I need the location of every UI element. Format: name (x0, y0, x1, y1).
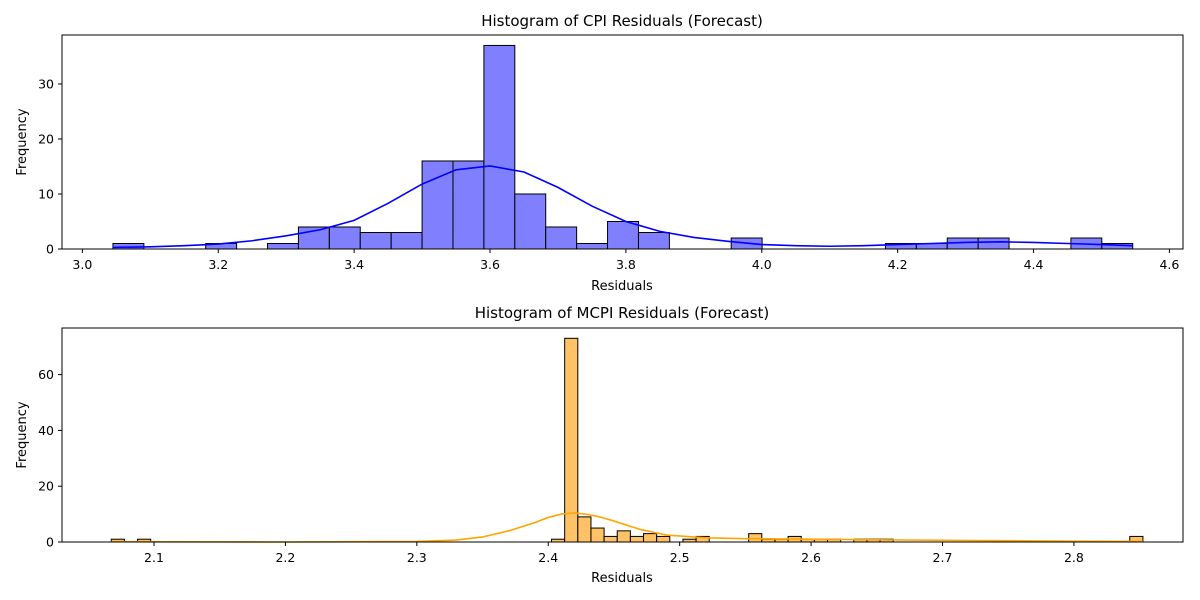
cpi-histogram-panel: Histogram of CPI Residuals (Forecast) Re… (15, 12, 1184, 294)
mcpi-histogram-bar (590, 527, 605, 543)
cpi-x-tick-label: 3.4 (344, 257, 364, 272)
cpi-x-tick-label: 4.6 (1159, 257, 1179, 272)
cpi-histogram-bar (421, 160, 454, 250)
mcpi-y-tick-label: 40 (38, 423, 54, 438)
cpi-chart-title: Histogram of CPI Residuals (Forecast) (481, 12, 763, 30)
mcpi-y-tick-label: 0 (46, 535, 54, 550)
mcpi-histogram-bar (616, 530, 631, 543)
cpi-y-axis-label: Frequency (15, 108, 30, 175)
cpi-x-tick-label: 4.2 (888, 257, 908, 272)
cpi-plot-frame (61, 34, 1184, 250)
cpi-histogram-bar (637, 232, 670, 250)
cpi-histogram-bar (607, 220, 639, 250)
mcpi-x-tick-label: 2.3 (407, 550, 427, 565)
cpi-axis-ticks: 3.0 3.2 3.4 3.6 3.8 4.0 4.2 4.4 4.6 0 10 20 30 (38, 76, 1179, 272)
cpi-histogram-bar (359, 232, 392, 250)
cpi-histogram-bar (977, 237, 1010, 250)
cpi-x-tick-label: 3.6 (480, 257, 500, 272)
mcpi-x-tick-label: 2.4 (538, 550, 558, 565)
cpi-histogram-bar (452, 160, 485, 250)
cpi-x-tick-label: 4.4 (1024, 257, 1044, 272)
mcpi-x-tick-label: 2.5 (670, 550, 690, 565)
cpi-x-tick-label: 4.0 (752, 257, 772, 272)
mcpi-x-tick-label: 2.6 (801, 550, 821, 565)
mcpi-histogram-bar (564, 337, 579, 543)
cpi-x-tick-label: 3.0 (72, 257, 92, 272)
mcpi-y-axis-label: Frequency (15, 401, 30, 468)
cpi-y-tick-label: 30 (38, 76, 54, 91)
mcpi-axis-ticks: 2.1 2.2 2.3 2.4 2.5 2.6 2.7 2.8 0 20 40 60 (38, 367, 1084, 565)
mcpi-plot-frame (61, 327, 1184, 543)
cpi-y-tick-label: 10 (38, 186, 54, 201)
mcpi-x-tick-label: 2.1 (144, 550, 164, 565)
mcpi-chart-title: Histogram of MCPI Residuals (Forecast) (475, 304, 770, 322)
cpi-histogram-bar (483, 44, 516, 250)
mcpi-histogram-bar (603, 535, 618, 543)
cpi-y-tick-label: 0 (46, 242, 54, 257)
mcpi-histogram-bar (629, 535, 645, 543)
cpi-histogram-bar (514, 193, 547, 250)
mcpi-x-tick-label: 2.8 (1064, 550, 1084, 565)
mcpi-histogram-bar (748, 533, 763, 543)
cpi-histogram-bar (545, 226, 578, 250)
cpi-histogram-bar (576, 243, 609, 250)
cpi-x-tick-label: 3.8 (616, 257, 636, 272)
mcpi-histogram-bar (577, 516, 592, 543)
mcpi-histogram-bar (656, 535, 671, 543)
mcpi-x-tick-label: 2.7 (933, 550, 953, 565)
cpi-histogram-bar (328, 226, 361, 250)
cpi-y-tick-label: 20 (38, 131, 54, 146)
cpi-kde-curve (112, 165, 1133, 249)
cpi-bars (112, 44, 1134, 250)
mcpi-y-tick-label: 20 (38, 479, 54, 494)
mcpi-y-tick-label: 60 (38, 367, 54, 382)
cpi-histogram-bar (390, 232, 423, 250)
cpi-x-tick-label: 3.2 (208, 257, 228, 272)
mcpi-x-axis-label: Residuals (591, 571, 653, 586)
mcpi-x-tick-label: 2.2 (275, 550, 295, 565)
mcpi-histogram-bar (643, 533, 658, 543)
mcpi-kde-curve (111, 512, 1143, 543)
mcpi-histogram-panel: Histogram of MCPI Residuals (Forecast) R… (15, 304, 1184, 586)
cpi-histogram-bar (267, 243, 299, 250)
cpi-x-axis-label: Residuals (591, 279, 653, 294)
